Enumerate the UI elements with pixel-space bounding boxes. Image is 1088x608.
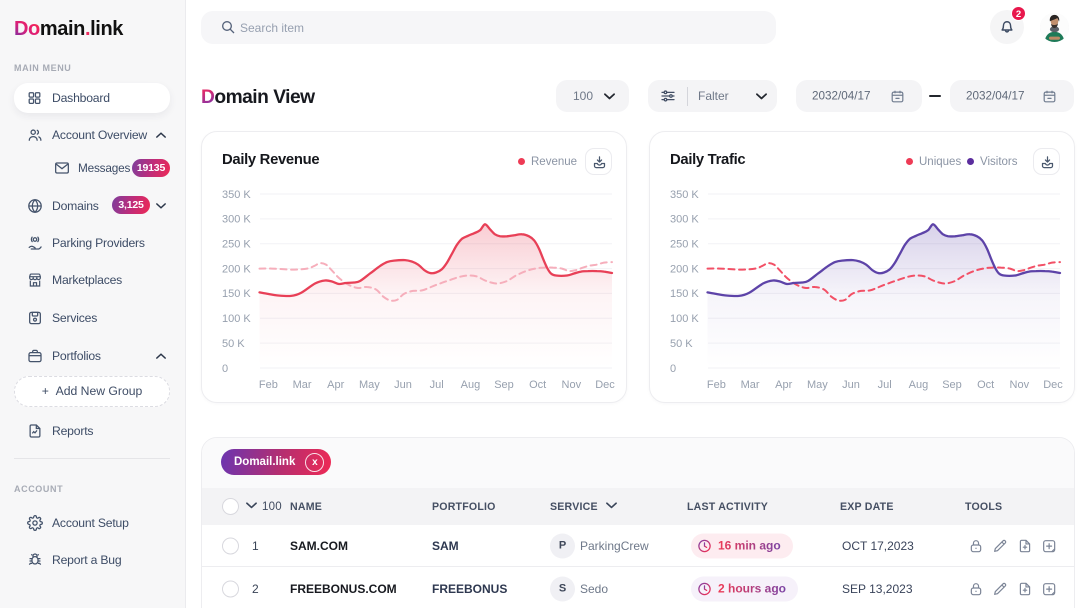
- svg-text:Mar: Mar: [293, 379, 312, 391]
- svg-text:350 K: 350 K: [670, 189, 699, 201]
- svg-text:Dec: Dec: [1043, 379, 1063, 391]
- svg-text:250 K: 250 K: [222, 239, 251, 251]
- svg-text:300 K: 300 K: [222, 214, 251, 226]
- svg-text:150 K: 150 K: [670, 288, 699, 300]
- svg-text:200 K: 200 K: [222, 263, 251, 275]
- svg-text:Nov: Nov: [562, 379, 582, 391]
- svg-text:300 K: 300 K: [670, 214, 699, 226]
- svg-text:Dec: Dec: [595, 379, 615, 391]
- svg-text:May: May: [359, 379, 380, 391]
- svg-text:Nov: Nov: [1010, 379, 1030, 391]
- svg-text:Feb: Feb: [707, 379, 726, 391]
- svg-text:50 K: 50 K: [670, 338, 693, 350]
- svg-text:350 K: 350 K: [222, 189, 251, 201]
- svg-text:Apr: Apr: [775, 379, 792, 391]
- svg-text:Jul: Jul: [430, 379, 444, 391]
- svg-text:Jun: Jun: [842, 379, 860, 391]
- svg-text:0: 0: [670, 363, 676, 375]
- svg-text:Oct: Oct: [977, 379, 994, 391]
- svg-text:Sep: Sep: [942, 379, 962, 391]
- svg-text:100 K: 100 K: [670, 313, 699, 325]
- svg-text:0: 0: [222, 363, 228, 375]
- svg-text:Oct: Oct: [529, 379, 546, 391]
- svg-text:Apr: Apr: [327, 379, 344, 391]
- svg-text:250 K: 250 K: [670, 239, 699, 251]
- svg-text:Sep: Sep: [494, 379, 514, 391]
- svg-text:50 K: 50 K: [222, 338, 245, 350]
- svg-text:Mar: Mar: [741, 379, 760, 391]
- svg-text:150 K: 150 K: [222, 288, 251, 300]
- svg-text:Jul: Jul: [878, 379, 892, 391]
- svg-text:May: May: [807, 379, 828, 391]
- svg-text:100 K: 100 K: [222, 313, 251, 325]
- svg-text:200 K: 200 K: [670, 263, 699, 275]
- svg-text:Aug: Aug: [909, 379, 929, 391]
- svg-text:Feb: Feb: [259, 379, 278, 391]
- svg-text:Jun: Jun: [394, 379, 412, 391]
- svg-text:Aug: Aug: [461, 379, 481, 391]
